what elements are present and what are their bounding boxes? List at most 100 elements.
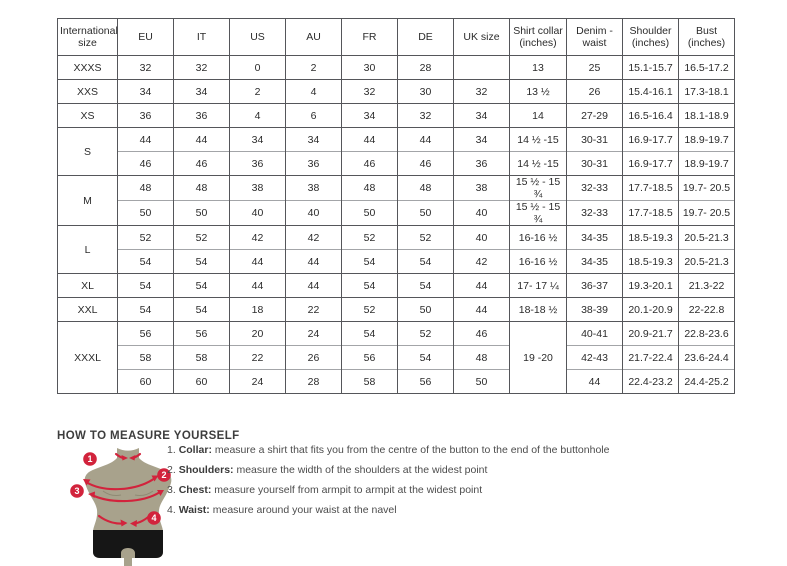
column-header: International size [57, 18, 118, 56]
table-cell: 22 [229, 345, 286, 370]
measure-step-shoulders: 2. Shoulders: measure the width of the s… [167, 464, 609, 477]
table-row: XS 36 36 4 6 34 32 34 14 27-29 16.5-16.4 18.1-18.9 [57, 103, 735, 128]
table-cell: 46 [117, 151, 174, 176]
table-cell: 18.5-19.3 [622, 249, 679, 274]
table-cell: 25 [566, 55, 623, 80]
table-cell: 20 [229, 321, 286, 346]
table-cell: 50 [341, 200, 398, 226]
table-cell: 34 [341, 103, 398, 128]
column-header: Shirt collar (inches) [509, 18, 567, 56]
step-label: Chest: [178, 484, 212, 496]
table-cell: 14 ½ -15 [509, 127, 567, 152]
table-cell: 15.1-15.7 [622, 55, 679, 80]
table-cell: 46 [453, 321, 510, 346]
table-cell: 34-35 [566, 225, 623, 250]
collar-measure-line [130, 452, 142, 460]
table-cell: 44 [117, 127, 174, 152]
table-cell: 15 ½ - 15 ¾ [509, 175, 567, 201]
collar-measure-line [114, 452, 126, 460]
table-cell: 36 [117, 103, 174, 128]
table-cell: 36 [453, 151, 510, 176]
table-row: L 52 52 42 42 52 52 40 16-16 ½ 34-35 18.5-19.3 20.5… [57, 225, 735, 274]
measure-section: HOW TO MEASURE YOURSELF [57, 430, 757, 566]
marker-circle-3 [70, 484, 84, 498]
table-cell: 2 [285, 55, 342, 80]
table-cell: 17.7-18.5 [622, 175, 679, 201]
table-cell: 44 [285, 249, 342, 274]
table-cell: 42 [229, 225, 286, 250]
mannequin-stand [124, 558, 132, 566]
table-cell: 24 [229, 369, 286, 394]
table-cell: 18-18 ½ [509, 297, 567, 322]
table-cell: 52 [117, 225, 174, 250]
step-label: Collar: [178, 444, 212, 456]
table-row: XXXL 56 56 20 24 54 52 46 19 -20 40-41 20.9-21.7 22… [57, 321, 735, 394]
table-cell: 56 [341, 345, 398, 370]
column-header: IT [173, 18, 230, 56]
table-cell: 36 [173, 103, 230, 128]
table-cell: 16.9-17.7 [622, 127, 679, 152]
table-cell: 28 [397, 55, 454, 80]
table-cell: 44 [285, 273, 342, 298]
size-label-cell: XL [57, 273, 118, 298]
table-cell: 18.9-19.7 [678, 127, 735, 152]
table-cell: 17.3-18.1 [678, 79, 735, 104]
table-cell: 50 [117, 200, 174, 226]
table-cell: 54 [117, 249, 174, 274]
measure-step-waist: 4. Waist: measure around your waist at t… [167, 504, 609, 517]
table-cell: 32 [341, 79, 398, 104]
table-cell: 44 [229, 273, 286, 298]
table-cell: 16.9-17.7 [622, 151, 679, 176]
table-cell: 44 [229, 249, 286, 274]
table-cell: 18.1-18.9 [678, 103, 735, 128]
step-text: measure yourself from armpit to armpit a… [214, 484, 483, 496]
table-cell: 36 [229, 151, 286, 176]
table-cell: 4 [285, 79, 342, 104]
table-cell: 20.5-21.3 [678, 225, 735, 250]
chest-measure-line [90, 490, 162, 503]
table-cell: 52 [397, 321, 454, 346]
table-row: XXS 34 34 2 4 32 30 32 13 ½ 26 15.4-16.1 17.3-18.1 [57, 79, 735, 104]
waist-measure-line [97, 514, 125, 525]
table-cell: 48 [117, 175, 174, 201]
table-cell: 20.1-20.9 [622, 297, 679, 322]
column-header: US [229, 18, 286, 56]
table-cell: 16-16 ½ [509, 225, 567, 250]
table-cell: 34 [229, 127, 286, 152]
table-cell: 42 [285, 225, 342, 250]
table-cell: 40 [453, 225, 510, 250]
step-number: 3. [167, 484, 176, 496]
table-cell: 34 [285, 127, 342, 152]
table-cell: 14 [509, 103, 567, 128]
size-table: International size EU IT US AU FR DE UK size Shi… [57, 18, 735, 394]
table-cell: 42-43 [566, 345, 623, 370]
table-cell: 34 [173, 79, 230, 104]
chest-contour [134, 490, 154, 496]
column-header: UK size [453, 18, 510, 56]
table-cell: 50 [453, 369, 510, 394]
waist-arrowhead [120, 519, 128, 527]
chest-contour [102, 490, 122, 496]
table-cell: 24 [285, 321, 342, 346]
size-table-body: XXXS 32 32 0 2 30 28 13 25 15.1-15.7 16.5-17.2 XXS 3… [57, 55, 735, 394]
marker-number-3: 3 [74, 486, 79, 496]
table-cell: 52 [341, 225, 398, 250]
measure-steps: 1. Collar: measure a shirt that fits you… [167, 444, 609, 524]
table-cell: 38 [453, 175, 510, 201]
table-cell: 50 [173, 200, 230, 226]
torso-shape [84, 448, 172, 558]
table-cell: 54 [341, 249, 398, 274]
table-row: 58 58 22 26 56 54 48 42-43 21.7-22.4 23.6-24.4 [58, 345, 735, 370]
column-header: DE [397, 18, 454, 56]
table-cell: 19.3-20.1 [622, 273, 679, 298]
table-cell: 30-31 [566, 151, 623, 176]
table-cell: 17.7-18.5 [622, 200, 679, 226]
marker-circle-1 [83, 452, 97, 466]
column-header: EU [117, 18, 174, 56]
step-text: measure the width of the shoulders at th… [236, 464, 488, 476]
table-cell: 14 ½ -15 [509, 151, 567, 176]
size-label-cell: XXS [57, 79, 118, 104]
table-cell: 19.7- 20.5 [678, 175, 735, 201]
table-cell: 56 [173, 321, 230, 346]
column-header: AU [285, 18, 342, 56]
